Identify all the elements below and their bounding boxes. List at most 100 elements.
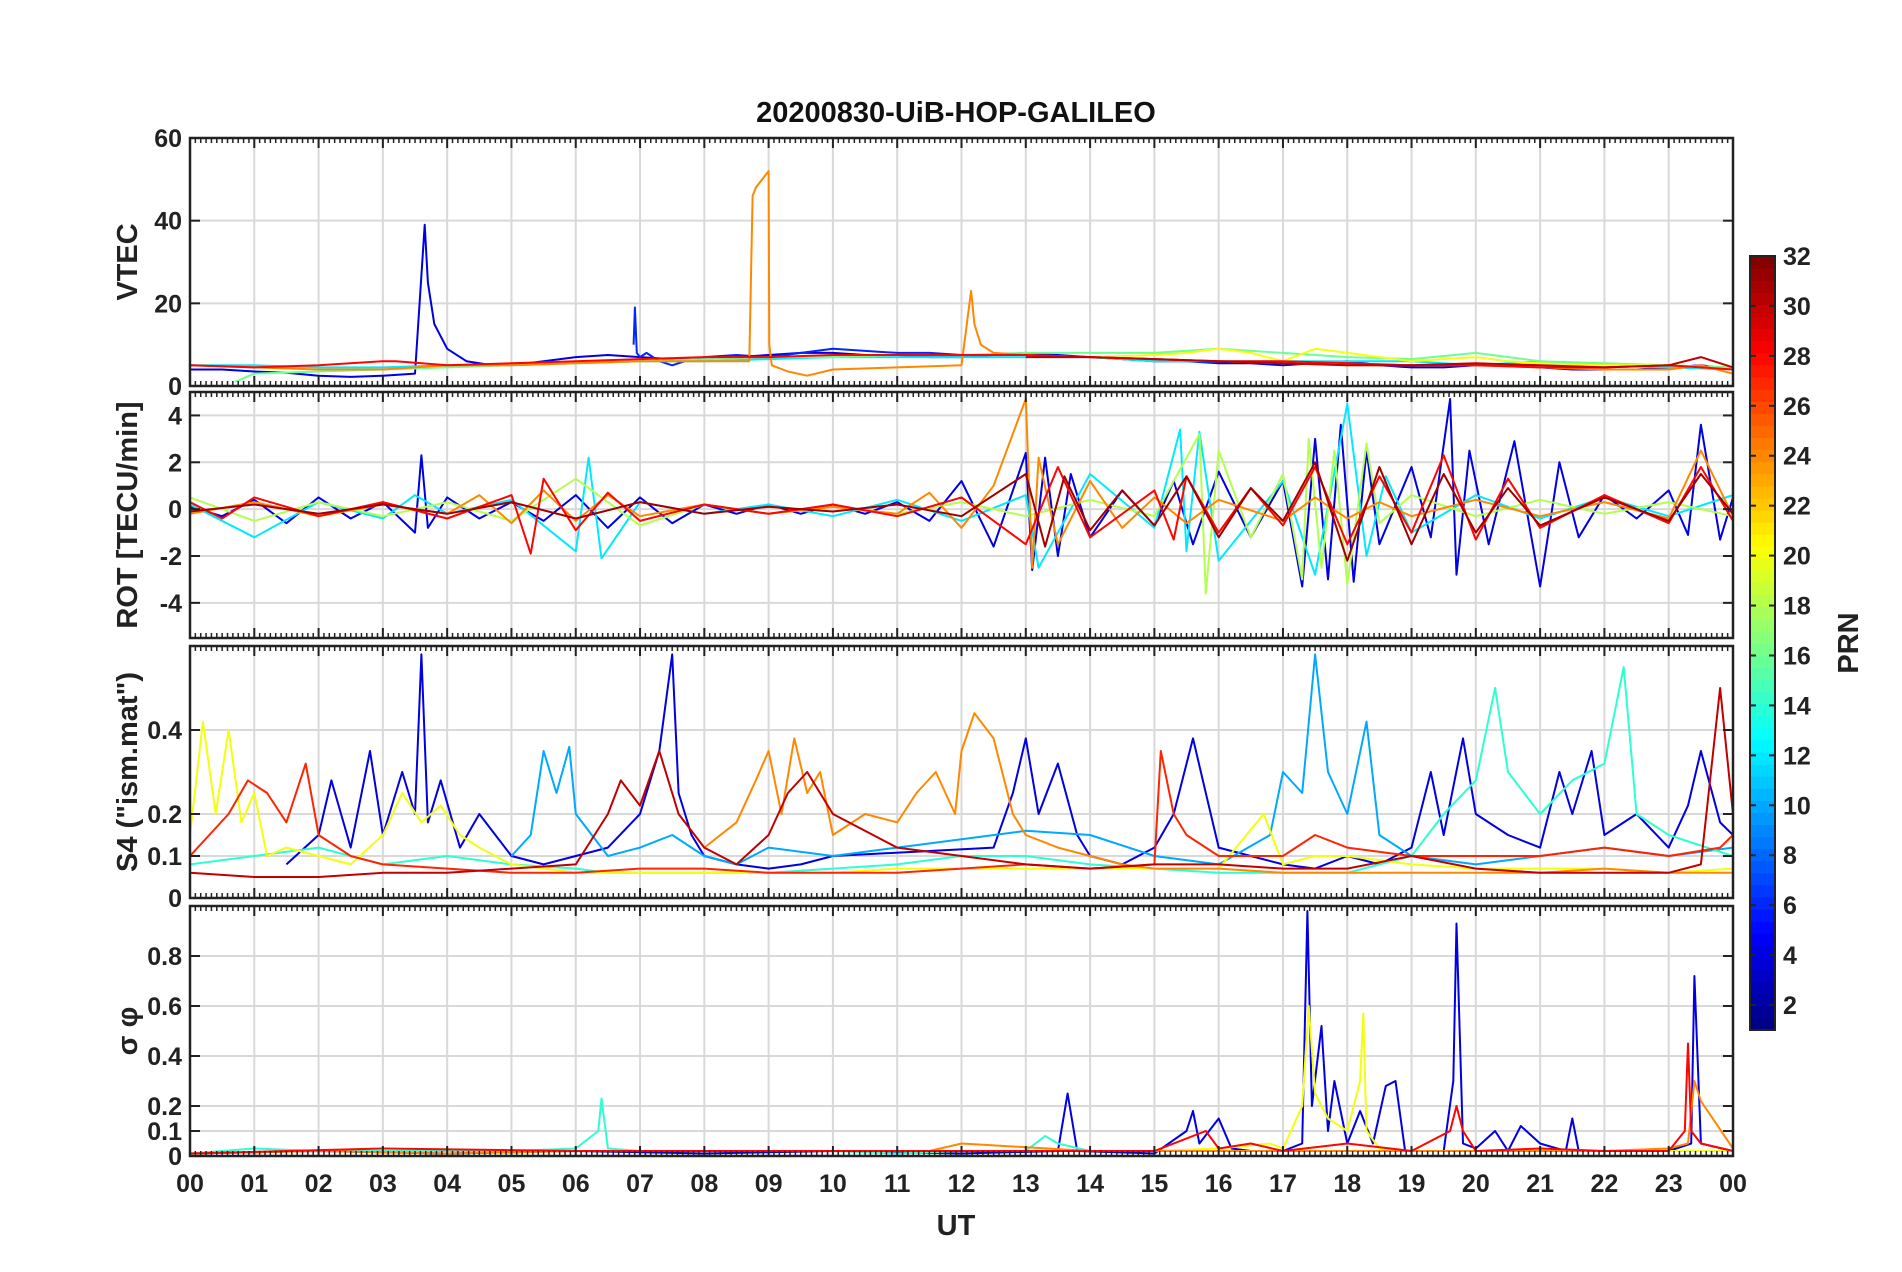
colorbar-swatch: [1750, 522, 1775, 535]
colorbar-tick-label: 6: [1783, 892, 1797, 920]
colorbar-swatch: [1750, 981, 1775, 995]
y-axis-label-rot: ROT [TECU/min]: [112, 401, 144, 628]
colorbar-tick-label: 8: [1783, 842, 1797, 870]
colorbar-tick-label: 18: [1783, 593, 1811, 621]
colorbar-swatch: [1750, 413, 1775, 426]
colorbar-swatch: [1750, 364, 1775, 378]
colorbar-swatch: [1750, 800, 1775, 813]
colorbar-label: PRN: [1833, 612, 1865, 673]
series-sigphi-prn-4: [190, 910, 1733, 1155]
colorbar-swatch: [1750, 933, 1775, 946]
series-vtec-prn-30: [1025, 356, 1733, 369]
colorbar-swatch: [1750, 763, 1775, 777]
y-tick-label: 0: [168, 373, 182, 401]
panel-rot: -4 -2 0 2 4 ROT [TECU/min]: [112, 390, 1735, 640]
colorbar-swatch: [1750, 969, 1775, 983]
colorbar-swatch: [1750, 425, 1775, 439]
grid-rot: [189, 392, 1734, 638]
colorbar-swatch: [1750, 534, 1775, 547]
y-tick-label: -2: [160, 543, 182, 571]
chart-title: 20200830-UiB-HOP-GALILEO: [756, 97, 1156, 129]
y-tick-label: 0: [168, 885, 182, 913]
y-tick-label: 0.4: [147, 1043, 182, 1071]
colorbar-swatch: [1750, 509, 1775, 523]
y-tick-label: 40: [154, 208, 182, 236]
colorbar-swatch: [1750, 691, 1775, 705]
series-s4-prn-20: [190, 720, 1733, 874]
colorbar-swatch: [1750, 909, 1775, 922]
series-group-vtec: [190, 170, 1733, 383]
colorbar-swatch: [1750, 703, 1775, 717]
colorbar-swatch: [1750, 570, 1775, 584]
colorbar-swatch: [1750, 812, 1775, 826]
colorbar-tick-label: 32: [1783, 243, 1811, 271]
y-axis-label-s4: S4 ("ism.mat"): [112, 672, 144, 872]
colorbar-swatch: [1750, 268, 1775, 281]
colorbar-swatch: [1750, 485, 1775, 499]
colorbar-tick-label: 26: [1783, 393, 1811, 421]
x-tick-label: 12: [948, 1170, 976, 1198]
colorbar-swatch: [1750, 630, 1775, 644]
x-tick-label: 20: [1462, 1170, 1490, 1198]
colorbar-tick-label: 24: [1783, 443, 1811, 471]
y-tick-label: 0.1: [147, 843, 182, 871]
x-tick-label: 02: [305, 1170, 333, 1198]
panel-vtec: 0 20 40 60 VTEC: [112, 125, 1735, 401]
series-rot-prn-31: [190, 461, 1733, 562]
y-tick-label: 4: [168, 402, 182, 430]
colorbar-swatch: [1750, 1017, 1775, 1031]
y-tick-label: 0: [168, 496, 182, 524]
x-tick-label: 09: [755, 1170, 783, 1198]
x-tick-label: 07: [626, 1170, 654, 1198]
axes-frame-sigphi: [188, 904, 1735, 1158]
x-tick-label: 00: [176, 1170, 204, 1198]
colorbar-swatch: [1750, 824, 1775, 838]
colorbar-swatch: [1750, 884, 1775, 898]
colorbar-swatch: [1750, 352, 1775, 366]
series-vtec-prn-28: [190, 354, 1733, 371]
colorbar-swatch: [1750, 679, 1775, 692]
x-tick-labels: 00 01 02 03 04 05 06 07 08 09 10 11 12 13 14 15 16 17 18 19…: [176, 1170, 1747, 1198]
colorbar-swatch: [1750, 280, 1775, 293]
x-tick-label: 06: [562, 1170, 590, 1198]
x-tick-label: 17: [1269, 1170, 1297, 1198]
y-axis-label-sigphi: σ φ: [112, 1007, 144, 1056]
colorbar-swatch: [1750, 376, 1775, 390]
series-s4-prn-27: [190, 750, 1733, 874]
series-group-s4: [190, 653, 1733, 878]
colorbar-swatch: [1750, 993, 1775, 1007]
colorbar-swatch: [1750, 667, 1775, 680]
y-tick-label: 0.6: [147, 993, 182, 1021]
series-group-rot: [190, 398, 1733, 595]
x-tick-label: 15: [1140, 1170, 1168, 1198]
x-tick-label: 21: [1526, 1170, 1554, 1198]
colorbar-swatch: [1750, 437, 1775, 451]
y-tick-label: 20: [154, 290, 182, 318]
x-tick-label: 11: [884, 1170, 911, 1198]
colorbar-swatch: [1750, 618, 1775, 632]
colorbar-swatch: [1750, 328, 1775, 342]
x-tick-label: 22: [1591, 1170, 1619, 1198]
colorbar-swatch: [1750, 751, 1775, 765]
series-s4-prn-24: [703, 712, 1733, 874]
colorbar-swatch: [1750, 788, 1775, 801]
y-tick-label: -4: [160, 590, 182, 618]
y-tick-label: 0.1: [147, 1118, 182, 1146]
colorbar-swatch: [1750, 449, 1775, 463]
series-rot-prn-28: [190, 454, 1733, 555]
colorbar-swatch: [1750, 1005, 1775, 1019]
colorbar-swatch: [1750, 921, 1775, 934]
series-s4-prn-30: [190, 687, 1733, 878]
x-tick-label: 16: [1205, 1170, 1233, 1198]
colorbar-swatch: [1750, 872, 1775, 886]
colorbar-swatch: [1750, 558, 1775, 572]
x-tick-label: 18: [1333, 1170, 1361, 1198]
colorbar-tick-label: 4: [1783, 942, 1797, 970]
colorbar-swatch: [1750, 340, 1775, 354]
x-tick-label: 00: [1719, 1170, 1747, 1198]
colorbar-swatch: [1750, 655, 1775, 668]
colorbar-swatch: [1750, 848, 1775, 862]
axes-frame-rot: [188, 390, 1735, 640]
